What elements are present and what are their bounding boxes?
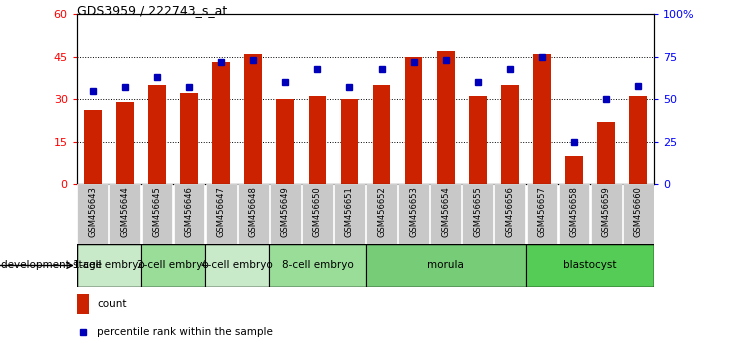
Bar bbox=[591, 184, 621, 244]
Bar bbox=[373, 85, 390, 184]
Text: GSM456653: GSM456653 bbox=[409, 186, 418, 237]
Text: morula: morula bbox=[427, 261, 464, 270]
Bar bbox=[141, 244, 205, 287]
Bar bbox=[238, 184, 268, 244]
Text: GSM456657: GSM456657 bbox=[537, 186, 547, 237]
Text: GSM456655: GSM456655 bbox=[473, 186, 482, 236]
Text: GSM456660: GSM456660 bbox=[634, 186, 643, 237]
Text: 4-cell embryo: 4-cell embryo bbox=[201, 261, 273, 270]
Bar bbox=[469, 96, 487, 184]
Bar bbox=[244, 54, 262, 184]
Text: GDS3959 / 222743_s_at: GDS3959 / 222743_s_at bbox=[77, 4, 227, 17]
Bar bbox=[558, 184, 589, 244]
Bar bbox=[84, 110, 102, 184]
Text: GSM456649: GSM456649 bbox=[281, 186, 289, 236]
Bar bbox=[398, 184, 429, 244]
Bar bbox=[334, 184, 365, 244]
Bar bbox=[526, 244, 654, 287]
Text: GSM456652: GSM456652 bbox=[377, 186, 386, 236]
Bar bbox=[463, 184, 493, 244]
Text: development stage: development stage bbox=[1, 261, 102, 270]
Text: GSM456654: GSM456654 bbox=[442, 186, 450, 236]
Bar bbox=[302, 184, 333, 244]
Bar bbox=[110, 184, 140, 244]
Bar bbox=[431, 184, 461, 244]
Text: GSM456643: GSM456643 bbox=[88, 186, 97, 237]
Bar bbox=[405, 57, 423, 184]
Bar bbox=[148, 85, 166, 184]
Text: GSM456650: GSM456650 bbox=[313, 186, 322, 236]
Bar bbox=[533, 54, 550, 184]
Bar bbox=[77, 294, 89, 314]
Text: percentile rank within the sample: percentile rank within the sample bbox=[97, 327, 273, 337]
Bar bbox=[308, 96, 326, 184]
Bar bbox=[366, 244, 526, 287]
Text: GSM456648: GSM456648 bbox=[249, 186, 258, 237]
Bar bbox=[276, 99, 294, 184]
Bar bbox=[366, 184, 397, 244]
Bar bbox=[142, 184, 173, 244]
Text: 8-cell embryo: 8-cell embryo bbox=[281, 261, 353, 270]
Bar bbox=[526, 184, 557, 244]
Text: 2-cell embryo: 2-cell embryo bbox=[137, 261, 209, 270]
Text: GSM456647: GSM456647 bbox=[216, 186, 226, 237]
Bar bbox=[116, 102, 134, 184]
Text: GSM456656: GSM456656 bbox=[505, 186, 515, 237]
Text: count: count bbox=[97, 299, 126, 309]
Bar bbox=[437, 51, 455, 184]
Bar bbox=[181, 93, 198, 184]
Bar bbox=[77, 244, 141, 287]
Bar bbox=[623, 184, 654, 244]
Bar bbox=[269, 244, 366, 287]
Text: GSM456658: GSM456658 bbox=[569, 186, 578, 237]
Bar bbox=[205, 244, 269, 287]
Text: GSM456659: GSM456659 bbox=[602, 186, 610, 236]
Text: GSM456651: GSM456651 bbox=[345, 186, 354, 236]
Bar bbox=[565, 156, 583, 184]
Bar bbox=[341, 99, 358, 184]
Bar bbox=[629, 96, 647, 184]
Text: blastocyst: blastocyst bbox=[564, 261, 617, 270]
Bar bbox=[212, 62, 230, 184]
Bar bbox=[205, 184, 237, 244]
Text: GSM456644: GSM456644 bbox=[121, 186, 129, 236]
Bar bbox=[270, 184, 300, 244]
Bar bbox=[77, 184, 108, 244]
Text: GSM456645: GSM456645 bbox=[153, 186, 162, 236]
Bar bbox=[174, 184, 205, 244]
Bar bbox=[494, 184, 526, 244]
Bar bbox=[501, 85, 519, 184]
Bar bbox=[597, 122, 615, 184]
Text: 1-cell embryo: 1-cell embryo bbox=[73, 261, 145, 270]
Text: GSM456646: GSM456646 bbox=[184, 186, 194, 237]
